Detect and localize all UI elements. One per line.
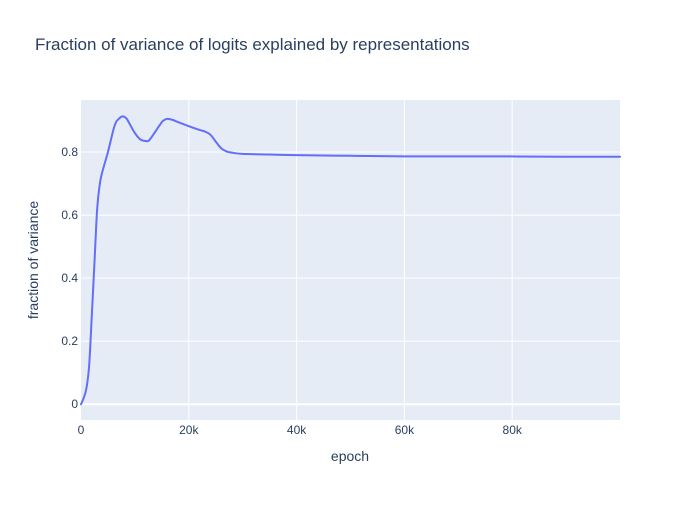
y-tick-label: 0.6 — [61, 208, 78, 222]
y-axis-label: fraction of variance — [25, 201, 41, 319]
y-tick-label: 0.4 — [61, 271, 78, 285]
x-tick-label: 80k — [503, 423, 523, 437]
y-tick-label: 0.8 — [61, 145, 78, 159]
x-axis-label: epoch — [331, 448, 369, 464]
chart-title: Fraction of variance of logits explained… — [35, 35, 470, 54]
x-tick-label: 40k — [287, 423, 307, 437]
series-line — [80, 115, 621, 406]
plot-area — [81, 100, 620, 420]
x-tick-label: 60k — [395, 423, 415, 437]
y-tick-label: 0 — [71, 397, 78, 411]
y-tick-label: 0.2 — [61, 334, 78, 348]
x-tick-label: 20k — [179, 423, 199, 437]
x-tick-label: 0 — [78, 423, 85, 437]
